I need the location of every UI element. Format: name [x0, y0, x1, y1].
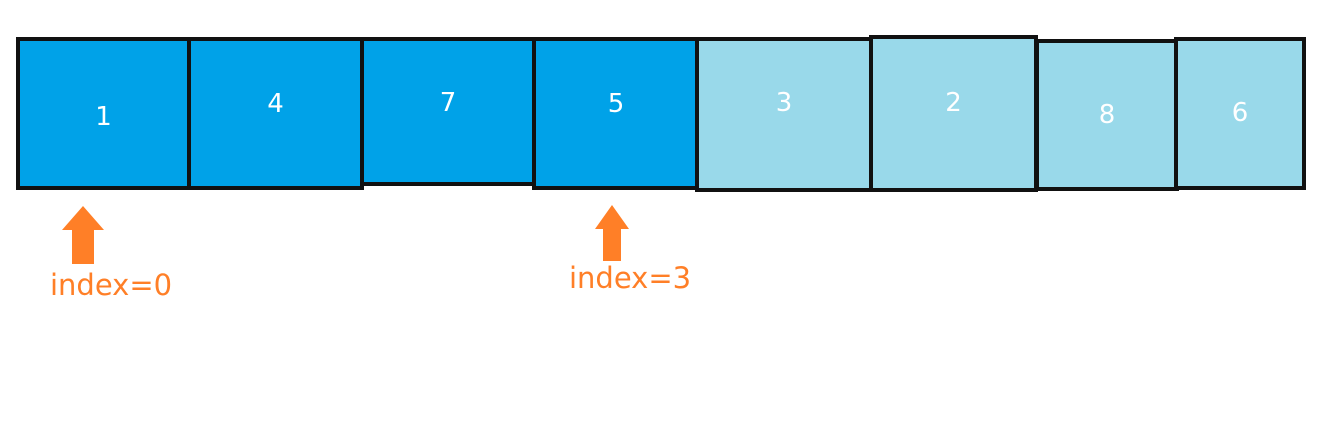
up-arrow-icon: [62, 206, 104, 264]
pointer-label-index-3: index=3: [569, 261, 692, 295]
cell-value: 1: [95, 101, 112, 132]
cell-value: 5: [607, 88, 625, 119]
array-cell-7: 6: [1174, 37, 1306, 190]
cell-value: 4: [267, 88, 284, 119]
up-arrow-icon: [595, 205, 629, 261]
array-cell-5: 2: [869, 35, 1038, 192]
array-cell-6: 8: [1035, 39, 1179, 191]
pointer-label-index-0: index=0: [50, 268, 173, 302]
array-cell-0: 1: [16, 37, 191, 190]
array-cell-4: 3: [695, 37, 873, 192]
cell-value: 3: [775, 87, 793, 118]
cell-value: 7: [439, 87, 457, 118]
array-cell-3: 5: [532, 37, 700, 190]
cell-value: 2: [945, 87, 962, 118]
cell-value: 8: [1098, 100, 1116, 130]
array-cell-1: 4: [187, 37, 364, 190]
cell-value: 6: [1231, 97, 1249, 128]
array-cell-2: 7: [360, 37, 536, 186]
